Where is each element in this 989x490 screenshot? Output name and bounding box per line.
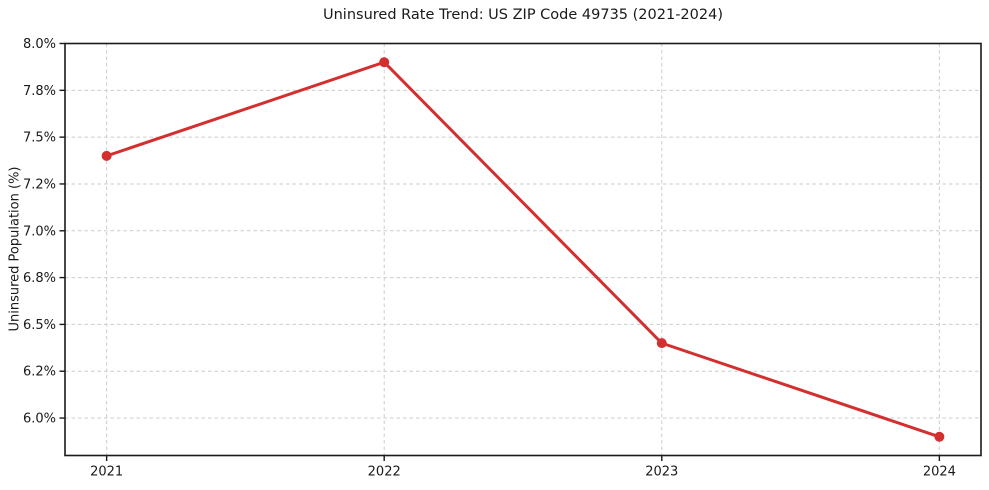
data-point-2022 [379, 57, 390, 68]
y-tick-label: 8.0% [23, 37, 56, 52]
axes-frame [64, 42, 982, 457]
y-tick-label: 6.8% [23, 271, 56, 286]
plot-area [65, 43, 981, 456]
x-tick-label: 2024 [923, 465, 956, 480]
x-tick-label: 2021 [90, 465, 123, 480]
chart-title: Uninsured Rate Trend: US ZIP Code 49735 … [323, 7, 723, 23]
data-point-2024 [934, 431, 945, 442]
x-tick-label: 2022 [368, 465, 401, 480]
trend-line [105, 60, 941, 439]
y-tick-label: 6.5% [23, 318, 56, 333]
data-point-2021 [101, 150, 112, 161]
data-point-2023 [656, 338, 667, 349]
y-tick-label: 6.0% [23, 412, 56, 427]
y-tick-label: 7.0% [23, 224, 56, 239]
x-tick-label: 2023 [645, 465, 678, 480]
y-tick-label: 7.2% [23, 177, 56, 192]
y-tick-label: 6.2% [23, 365, 56, 380]
y-tick-label: 7.8% [23, 84, 56, 99]
y-tick-label: 7.5% [23, 131, 56, 146]
